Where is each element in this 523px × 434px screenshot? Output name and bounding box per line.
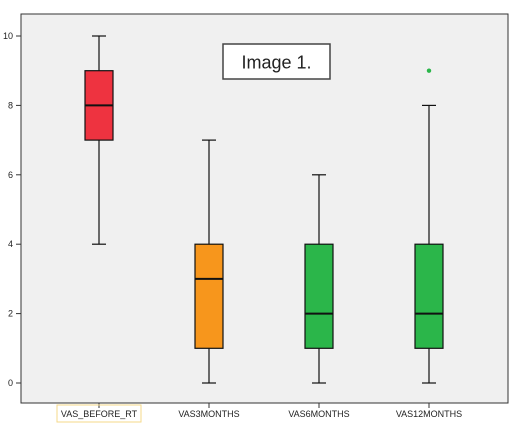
annotation-box: Image 1. — [222, 43, 331, 80]
iqr-box — [194, 243, 224, 349]
category-label: VAS_BEFORE_RT — [61, 409, 138, 419]
category-label: VAS12MONTHS — [396, 409, 462, 419]
y-tick-label: 6 — [8, 170, 13, 180]
x-axis: VAS_BEFORE_RT VAS3MONTHS VAS6MONTHS VAS12MO… — [56, 403, 462, 423]
outlier-point — [426, 68, 432, 73]
iqr-box — [304, 243, 334, 349]
box-vas12months — [414, 68, 444, 384]
y-tick-label: 10 — [3, 31, 13, 41]
selected-label-highlight — [56, 404, 142, 423]
y-tick-label: 2 — [8, 309, 13, 319]
box-vas3months — [194, 139, 224, 384]
iqr-box — [414, 243, 444, 349]
box-series — [84, 35, 444, 384]
box-vas6months — [304, 174, 334, 384]
y-tick-label: 8 — [8, 100, 13, 110]
y-axis: 0 2 4 6 8 10 — [3, 31, 21, 388]
annotation-frame — [222, 43, 331, 80]
box-vas-before-rt — [84, 35, 114, 245]
category-label: VAS6MONTHS — [288, 409, 349, 419]
y-tick-label: 0 — [8, 378, 13, 388]
category-label: VAS3MONTHS — [178, 409, 239, 419]
annotation-text: Image 1. — [241, 53, 311, 73]
y-tick-label: 4 — [8, 239, 13, 249]
